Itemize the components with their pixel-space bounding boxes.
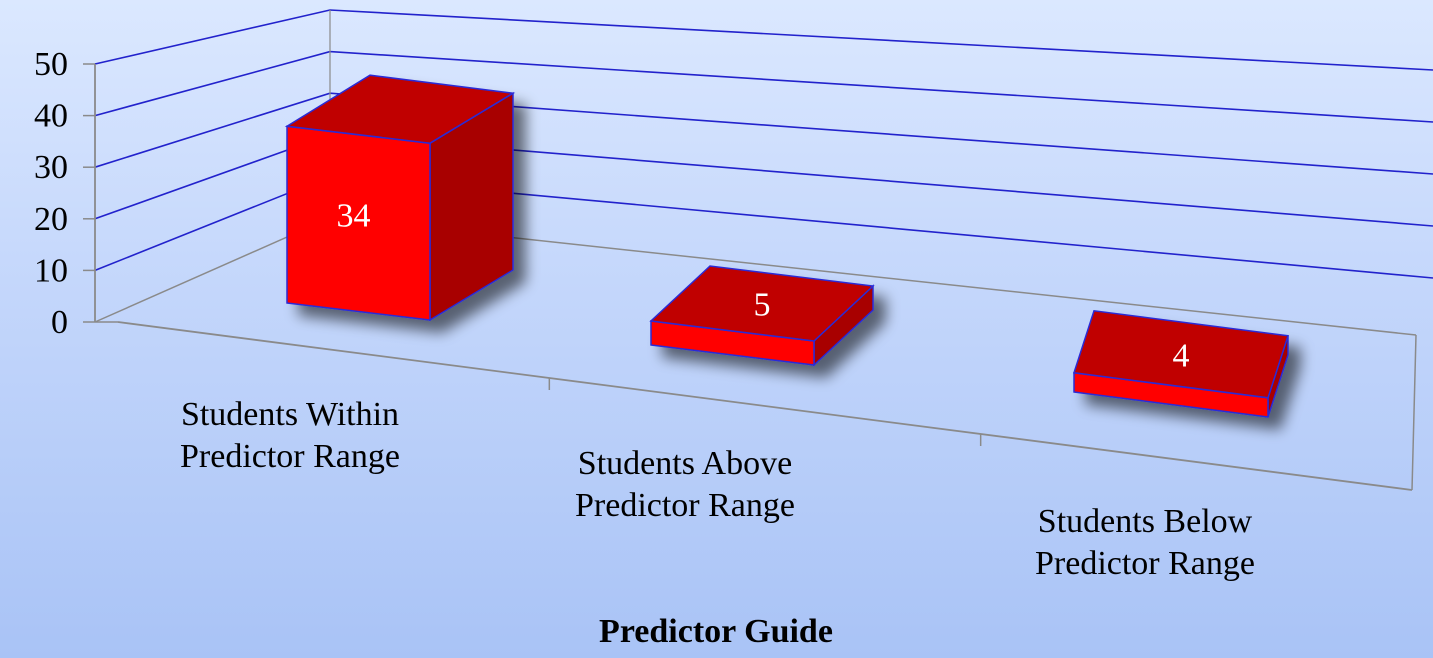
- y-tick-label: 10: [34, 252, 68, 289]
- x-category-label: Students Above Predictor Range: [575, 445, 795, 524]
- y-tick-label: 50: [34, 46, 68, 83]
- x-category-label: Students Below Predictor Range: [1035, 503, 1255, 582]
- bar-top-face: [284, 74, 516, 144]
- floor-right-edge: [1411, 334, 1417, 491]
- x-axis-categories: Students Within Predictor Range Students A…: [180, 396, 1255, 582]
- x-axis-line: [117, 321, 1413, 491]
- bar: 5: [649, 265, 875, 367]
- y-tick-label: 30: [34, 149, 68, 186]
- bar-data-label: 4: [1173, 337, 1190, 374]
- bar-data-label: 34: [337, 198, 371, 235]
- bar: 4: [1073, 309, 1289, 418]
- y-tick-label: 40: [34, 98, 68, 135]
- y-axis-ticks: 0 10 20 30 40 50: [34, 46, 68, 341]
- bar-top-face: [649, 265, 875, 342]
- bar: 34: [284, 74, 516, 322]
- bar-top-face: [1073, 309, 1289, 399]
- x-category-label: Students Within Predictor Range: [180, 396, 400, 475]
- x-axis-title: Predictor Guide: [599, 613, 833, 650]
- y-tick-label: 20: [34, 201, 68, 238]
- y-tick-label: 0: [51, 304, 68, 341]
- bars: 34 5 4: [284, 74, 1289, 418]
- bar-data-label: 5: [754, 287, 771, 324]
- gridline: [94, 50, 1433, 123]
